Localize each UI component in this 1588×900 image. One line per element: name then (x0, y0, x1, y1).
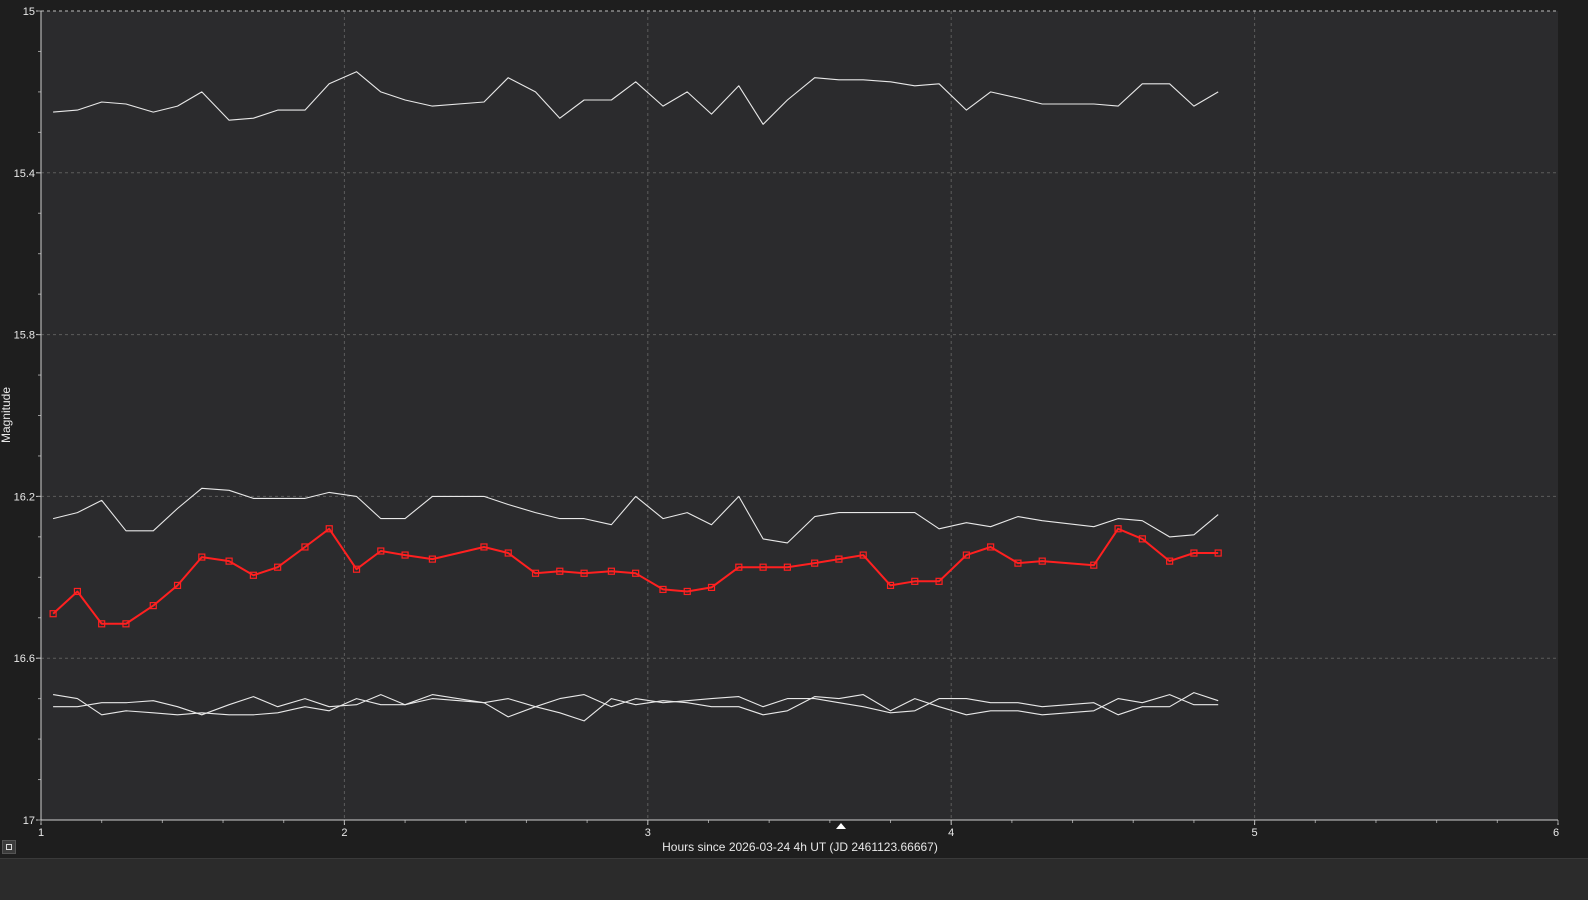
data-point (352, 565, 361, 573)
grid (41, 10, 1558, 820)
plot-area (41, 11, 1558, 820)
data-point (301, 543, 309, 551)
data-point (249, 571, 257, 579)
data-point (225, 557, 233, 565)
x-tick-label: 6 (1553, 827, 1559, 839)
data-point (607, 567, 615, 575)
data-point (759, 563, 767, 571)
data-point (122, 620, 130, 628)
y-axis-label: Magnitude (0, 386, 13, 444)
data-point (98, 620, 106, 628)
data-point (401, 551, 409, 559)
data-point (1014, 559, 1022, 567)
data-point (325, 525, 333, 533)
data-point (1166, 557, 1174, 565)
data-point (632, 569, 640, 577)
data-point (1138, 535, 1146, 543)
data-point (962, 551, 970, 559)
data-point (480, 543, 488, 551)
series-line-4 (53, 692, 1219, 718)
data-point (580, 569, 588, 577)
data-point (886, 581, 895, 589)
data-point (198, 553, 206, 561)
data-point (73, 587, 82, 596)
data-point (783, 563, 791, 571)
data-point (274, 563, 282, 571)
data-point (1038, 557, 1046, 565)
data-point (504, 549, 512, 557)
data-point (835, 555, 843, 563)
data-point (49, 610, 57, 618)
series-group (49, 71, 1222, 722)
series-line-5 (53, 694, 1219, 722)
data-point (811, 559, 819, 567)
data-point (859, 551, 867, 559)
data-point (911, 577, 919, 585)
y-tick-label: 15.8 (14, 330, 35, 342)
data-point (1114, 525, 1122, 533)
series-line-2 (52, 487, 1219, 544)
data-point (735, 563, 743, 571)
x-tick-label: 4 (948, 827, 954, 839)
data-point (707, 583, 716, 592)
data-point (377, 547, 385, 555)
x-tick-label: 3 (645, 827, 651, 839)
series-line-1 (53, 71, 1219, 125)
data-point (556, 567, 564, 575)
x-axis-label: Hours since 2026-03-24 4h UT (JD 2461123… (662, 840, 938, 854)
data-point (1190, 549, 1198, 557)
y-tick-label: 16.6 (14, 653, 35, 665)
data-point (149, 602, 157, 610)
axes: 1 2 3 4 5 6 15 15.4 15.8 16.2 16.6 17 (14, 6, 1559, 839)
data-point (1090, 561, 1098, 569)
data-point (683, 587, 691, 596)
data-point (659, 585, 667, 594)
status-bar (0, 858, 1588, 900)
y-tick-label: 15 (23, 6, 35, 18)
series-line-3 (52, 527, 1219, 625)
data-point (1214, 549, 1222, 557)
data-point (531, 569, 540, 577)
x-tick-label: 2 (341, 827, 347, 839)
data-point (935, 577, 943, 585)
y-tick-label: 17 (23, 815, 35, 827)
x-tick-label: 5 (1252, 827, 1258, 839)
data-point (987, 543, 995, 551)
x-cursor-marker (836, 823, 846, 829)
data-point (428, 555, 436, 563)
x-tick-label: 1 (38, 827, 44, 839)
y-tick-label: 15.4 (14, 168, 35, 180)
data-point (173, 581, 182, 589)
expand-toggle-button[interactable] (2, 840, 16, 854)
y-tick-label: 16.2 (14, 491, 35, 503)
